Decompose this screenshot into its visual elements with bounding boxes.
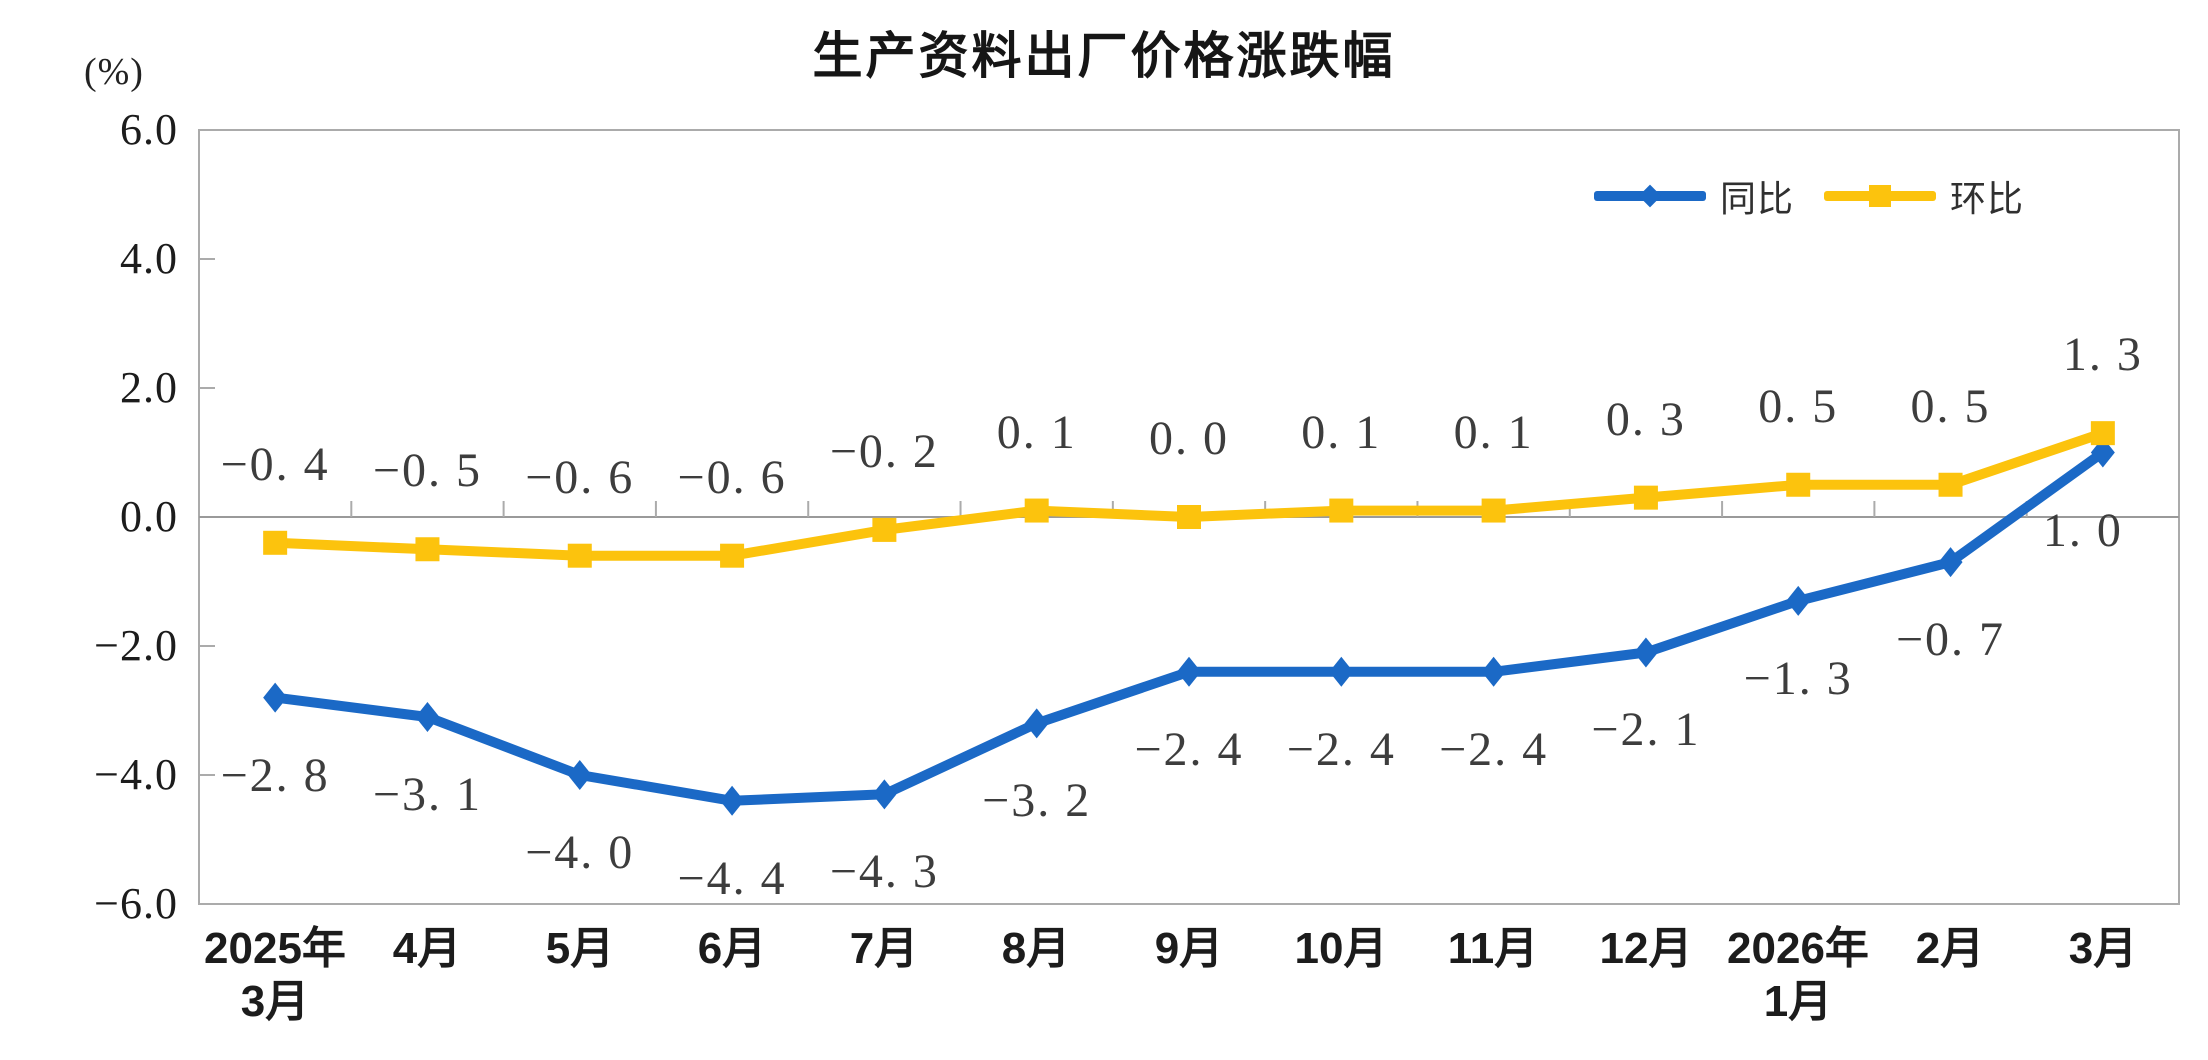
data-point-label: −0. 5: [372, 444, 482, 498]
data-point-label: −2. 4: [1439, 722, 1549, 776]
legend-item-tongbi: 同比: [1594, 170, 1794, 222]
x-axis-tick-label: 6月: [697, 924, 767, 973]
data-point-marker-diamond: [1633, 637, 1658, 668]
diamond-marker-icon: [1638, 184, 1662, 208]
data-point-label: 0. 5: [1910, 379, 1991, 433]
y-axis-tick-label: −4.0: [94, 750, 178, 799]
data-point-label: −0. 2: [829, 424, 939, 478]
x-axis-tick-label: 8月: [1001, 924, 1071, 973]
y-axis-tick-label: −6.0: [94, 879, 178, 928]
data-point-marker-square: [2090, 421, 2115, 446]
y-axis-tick-label: 4.0: [120, 234, 178, 283]
data-point-label: −0. 4: [220, 437, 330, 491]
data-point-marker-square: [1786, 472, 1811, 497]
y-axis-tick-label: 2.0: [120, 363, 178, 412]
y-axis-unit-label: (%): [84, 51, 144, 93]
data-point-marker-diamond: [720, 785, 745, 816]
data-point-marker-square: [1481, 498, 1506, 523]
data-point-label: −3. 2: [982, 774, 1092, 828]
x-axis-tick-label: 12月: [1599, 924, 1693, 973]
x-axis-tick-label: 9月: [1154, 924, 1224, 973]
data-point-label: 1. 3: [2062, 328, 2143, 382]
data-point-label: −3. 1: [372, 767, 482, 821]
data-point-label: −0. 7: [1895, 613, 2006, 667]
data-point-marker-square: [1177, 505, 1201, 529]
data-point-marker-diamond: [1024, 708, 1049, 739]
data-point-marker-diamond: [1177, 656, 1201, 687]
data-point-label: −0. 6: [677, 450, 787, 504]
x-axis-tick-label: 3月: [2068, 924, 2138, 973]
y-axis-tick-label: 0.0: [120, 492, 178, 541]
x-axis-tick-label: 11月: [1447, 924, 1539, 973]
data-point-label: 1. 0: [2042, 503, 2123, 557]
x-axis-tick-label: 10月: [1294, 924, 1388, 973]
data-point-marker-square: [872, 517, 897, 542]
legend: 同比 环比: [1594, 170, 2024, 222]
x-axis-tick-label: 2026年 1月: [1727, 924, 1869, 1026]
legend-label-tongbi: 同比: [1720, 178, 1795, 219]
data-point-label: −2. 1: [1591, 703, 1701, 757]
data-point-label: −2. 8: [220, 748, 330, 802]
data-point-label: 0. 1: [996, 405, 1077, 459]
data-point-marker-diamond: [415, 701, 440, 732]
data-point-marker-square: [720, 543, 745, 568]
x-axis-tick-label: 7月: [849, 924, 919, 973]
legend-item-huanbi: 环比: [1824, 170, 2024, 222]
data-point-label: −4. 3: [829, 845, 939, 899]
data-point-marker-diamond: [1938, 547, 1963, 578]
data-point-marker-square: [263, 530, 288, 555]
data-point-label: −4. 4: [677, 851, 787, 905]
x-axis-tick-label: 4月: [392, 924, 462, 973]
data-point-label: −4. 0: [525, 826, 635, 879]
line-series-swatch: [1824, 185, 1937, 207]
data-point-label: 0. 0: [1149, 412, 1229, 465]
chart-title: 生产资料出厂价格涨跌幅: [812, 28, 1396, 84]
data-point-marker-square: [567, 543, 592, 568]
data-point-label: 0. 1: [1301, 405, 1382, 459]
data-point-marker-square: [1633, 485, 1658, 510]
data-point-label: 0. 1: [1453, 405, 1534, 459]
data-point-marker-diamond: [872, 779, 897, 810]
x-axis-tick-label: 2月: [1915, 924, 1985, 973]
data-point-label: −0. 6: [525, 450, 635, 504]
data-point-marker-square: [1938, 472, 1963, 497]
data-point-label: 0. 3: [1605, 392, 1686, 446]
x-axis-tick-label: 5月: [545, 924, 615, 973]
data-point-label: −2. 4: [1134, 722, 1244, 776]
data-point-marker-diamond: [1786, 585, 1811, 616]
data-point-marker-diamond: [263, 682, 288, 713]
legend-label-huanbi: 环比: [1950, 178, 2025, 219]
data-point-marker-square: [415, 537, 440, 562]
data-point-marker-diamond: [1329, 656, 1354, 687]
data-point-marker-diamond: [1481, 656, 1506, 687]
square-marker-icon: [1869, 185, 1892, 207]
data-point-label: −2. 4: [1286, 722, 1396, 776]
data-point-marker-square: [1024, 498, 1049, 523]
line-series-swatch: [1594, 184, 1706, 208]
y-axis-tick-label: −2.0: [94, 621, 178, 670]
data-point-marker-diamond: [567, 760, 592, 790]
data-point-marker-square: [1329, 498, 1354, 523]
x-axis-tick-label: 2025年 3月: [204, 924, 346, 1026]
data-point-label: 0. 5: [1758, 379, 1839, 433]
data-point-label: −1. 3: [1743, 651, 1853, 705]
y-axis-tick-label: 6.0: [120, 105, 178, 154]
